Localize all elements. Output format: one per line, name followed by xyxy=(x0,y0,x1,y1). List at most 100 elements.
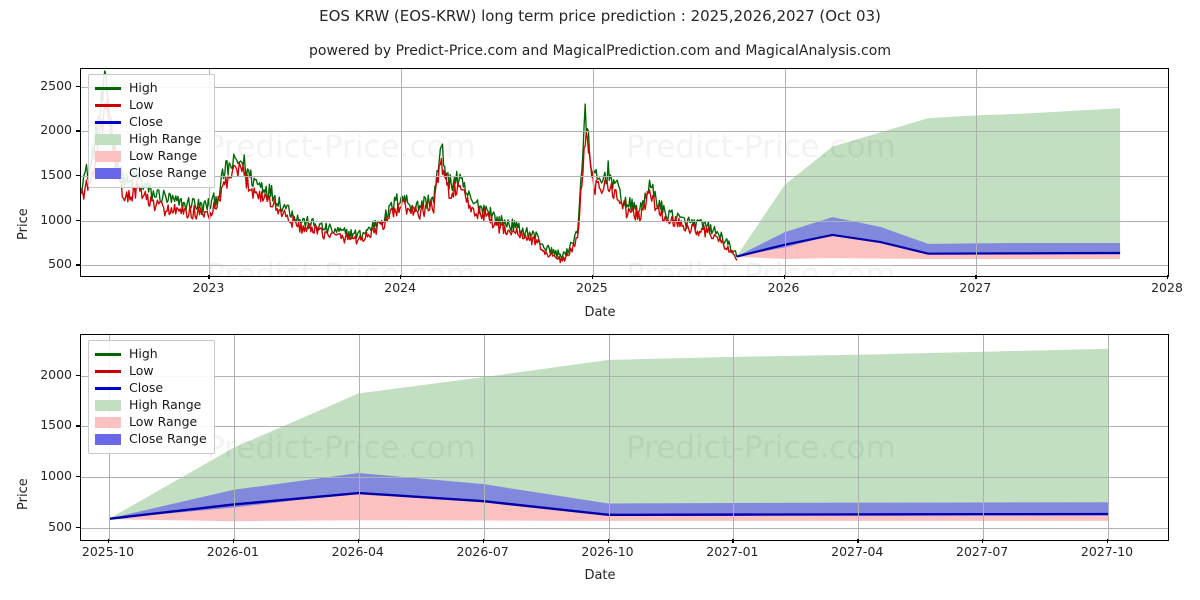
x-tick-mark xyxy=(208,275,210,279)
legend-item-label: Close xyxy=(129,380,164,396)
y-tick-mark xyxy=(76,85,80,88)
legend-item-label: Close Range xyxy=(129,165,207,181)
gridline-vertical xyxy=(483,335,485,540)
x-tick-mark xyxy=(1167,275,1169,279)
legend-swatch-icon xyxy=(95,416,121,429)
x-tick-mark xyxy=(482,539,484,543)
legend-item-low-range: Low Range xyxy=(95,414,207,431)
x-tick-label: 2026-01 xyxy=(206,544,259,559)
bottom-chart-plot-area: Predict-Price.com Predict-Price.com xyxy=(80,334,1169,541)
legend-item-close-range: Close Range xyxy=(95,431,207,448)
legend-item-low: Low xyxy=(95,97,207,114)
x-tick-label: 2026-10 xyxy=(581,544,634,559)
x-tick-mark xyxy=(607,539,609,543)
bottom-chart-x-axis-label: Date xyxy=(584,568,616,583)
gridline-vertical xyxy=(784,69,786,276)
x-tick-mark xyxy=(857,539,859,543)
gridline-vertical xyxy=(1108,335,1109,540)
legend-item-low: Low xyxy=(95,363,207,380)
top-chart-legend[interactable]: High Low Close High Range Low Range Close Ran… xyxy=(88,74,215,188)
legend-item-close: Close xyxy=(95,380,207,397)
bottom-chart-svg xyxy=(108,348,1109,522)
legend-item-label: High xyxy=(129,80,158,96)
top-chart-panel: Price Predict-Price.com Predict-Price.co… xyxy=(0,60,1200,320)
legend-line-icon xyxy=(95,99,121,112)
y-tick-label: 2000 xyxy=(40,122,72,138)
gridline-horizontal xyxy=(81,176,1168,178)
y-tick-mark xyxy=(76,130,80,132)
x-tick-label: 2024 xyxy=(384,280,417,295)
gridline-horizontal xyxy=(81,220,1168,222)
legend-line-icon xyxy=(95,365,121,378)
legend-item-low-range: Low Range xyxy=(95,148,207,165)
legend-item-label: Low xyxy=(129,97,154,113)
legend-item-label: Low Range xyxy=(129,414,198,430)
gridline-vertical xyxy=(608,335,610,540)
x-tick-mark xyxy=(982,539,984,543)
page-title: EOS KRW (EOS-KRW) long term price predic… xyxy=(319,7,881,25)
gridline-vertical xyxy=(233,335,235,540)
legend-swatch-icon xyxy=(95,133,121,146)
x-tick-label: 2023 xyxy=(192,280,225,295)
gridline-horizontal xyxy=(81,131,1168,133)
gridline-vertical xyxy=(358,335,360,540)
legend-item-high: High xyxy=(95,80,207,97)
legend-item-label: Low Range xyxy=(129,148,198,164)
gridline-vertical xyxy=(976,69,978,276)
legend-item-close: Close xyxy=(95,114,207,131)
gridline-vertical xyxy=(1168,69,1169,276)
x-tick-mark xyxy=(1107,539,1109,543)
x-tick-label: 2026-04 xyxy=(331,544,384,559)
legend-swatch-icon xyxy=(95,399,121,412)
x-tick-mark xyxy=(108,539,110,543)
legend-item-label: High Range xyxy=(129,131,202,147)
y-tick-mark xyxy=(76,219,80,221)
top-chart-x-axis-label: Date xyxy=(584,305,616,320)
x-tick-mark xyxy=(732,539,734,543)
legend-item-label: High Range xyxy=(129,397,202,413)
gridline-vertical xyxy=(401,69,403,276)
bottom-chart-legend[interactable]: High Low Close High Range Low Range Close Ran… xyxy=(88,340,215,454)
legend-line-icon xyxy=(95,348,121,361)
y-tick-label: 500 xyxy=(48,256,72,272)
legend-item-label: Close Range xyxy=(129,431,207,447)
bottom-chart-panel: Price Predict-Price.com Predict-Price.co… xyxy=(0,330,1200,600)
gridline-horizontal xyxy=(81,527,1168,529)
legend-item-close-range: Close Range xyxy=(95,165,207,182)
legend-swatch-icon xyxy=(95,167,121,180)
x-tick-label: 2027-01 xyxy=(706,544,759,559)
x-tick-mark xyxy=(357,539,360,543)
x-tick-label: 2025 xyxy=(575,280,608,295)
x-tick-label: 2026 xyxy=(767,280,800,295)
x-tick-mark xyxy=(783,275,785,279)
y-tick-mark xyxy=(76,264,80,266)
legend-line-icon xyxy=(95,82,121,95)
legend-item-label: Low xyxy=(129,363,154,379)
y-tick-mark xyxy=(76,175,80,177)
x-tick-mark xyxy=(975,275,977,279)
x-tick-label: 2028 xyxy=(1151,280,1183,295)
legend-item-high: High xyxy=(95,346,207,363)
legend-swatch-icon xyxy=(95,433,121,446)
y-tick-label: 500 xyxy=(48,518,72,534)
legend-item-label: Close xyxy=(129,114,164,130)
x-tick-mark xyxy=(400,275,402,279)
y-tick-mark xyxy=(76,476,80,478)
top-chart-plot-area: Predict-Price.com Predict-Price.com Pred… xyxy=(80,68,1169,277)
legend-item-high-range: High Range xyxy=(95,131,207,148)
gridline-vertical xyxy=(983,335,985,540)
y-tick-mark xyxy=(76,425,80,427)
page-subtitle: powered by Predict-Price.com and Magical… xyxy=(309,43,891,59)
gridline-horizontal xyxy=(81,477,1168,479)
gridline-horizontal xyxy=(81,426,1168,428)
x-tick-label: 2027-04 xyxy=(831,544,884,559)
gridline-horizontal xyxy=(81,265,1168,267)
gridline-vertical xyxy=(592,69,594,276)
legend-swatch-icon xyxy=(95,150,121,163)
x-tick-label: 2025-10 xyxy=(81,544,135,559)
y-tick-label: 2500 xyxy=(40,77,72,93)
y-tick-label: 1000 xyxy=(40,211,72,227)
x-tick-mark xyxy=(232,539,235,543)
gridline-vertical xyxy=(733,335,735,540)
